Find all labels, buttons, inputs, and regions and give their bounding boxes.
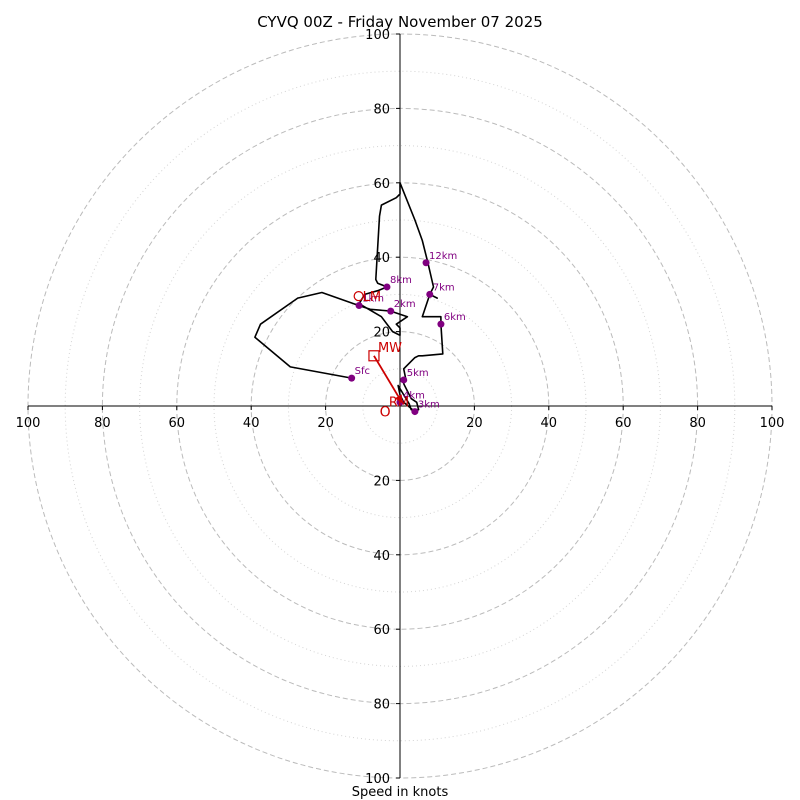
height-marker-2km: 2km: [387, 299, 416, 315]
y-tick-label: 40: [373, 549, 390, 564]
height-marker-label: 6km: [444, 312, 466, 323]
y-tick-label: 20: [373, 474, 390, 489]
height-marker-sfc: Sfc: [348, 366, 370, 382]
height-marker-dot: [437, 320, 445, 328]
x-tick-label: 80: [689, 416, 706, 431]
left-mover-circle: [353, 291, 364, 302]
y-tick-label: 60: [373, 623, 390, 638]
mean-wind-label: MW: [378, 341, 402, 356]
x-tick-label: 20: [317, 416, 334, 431]
y-tick-label: 100: [365, 28, 390, 43]
height-marker-label: 2km: [394, 299, 416, 310]
storm-origin-marker: O: [380, 405, 391, 421]
x-tick-label: 40: [243, 416, 260, 431]
x-tick-label: 60: [615, 416, 632, 431]
axes: [28, 34, 772, 778]
hodograph-line: [254, 182, 444, 413]
height-marker-dot: [383, 283, 391, 291]
height-marker-dot: [422, 259, 430, 267]
x-tick-label: 40: [541, 416, 558, 431]
y-tick-label: 80: [373, 698, 390, 713]
x-tick-label: 20: [466, 416, 483, 431]
chart-title: CYVQ 00Z - Friday November 07 2025: [257, 13, 543, 31]
mean-wind-square: [368, 350, 380, 362]
x-tick-label: 100: [760, 416, 785, 431]
height-marker-label: 1km: [362, 294, 384, 305]
height-marker-label: 4km: [403, 390, 425, 401]
height-marker-7km: 7km: [426, 282, 455, 298]
height-marker-3km: 3km: [411, 400, 440, 416]
height-marker-dot: [400, 376, 408, 384]
tick-labels: 100 80 60 40 20 20 40 60 80 100204060801002040608…: [16, 28, 785, 787]
height-marker-dot: [348, 374, 356, 382]
y-tick-label: 60: [373, 177, 390, 192]
left-mover-label: LM: [363, 290, 381, 305]
x-tick-label: 80: [94, 416, 111, 431]
storm-motion-vectors: MW LM RMO: [353, 290, 409, 421]
height-marker-12km: 12km: [422, 251, 457, 267]
height-marker-dot: [387, 307, 395, 315]
y-tick-label: 80: [373, 102, 390, 117]
height-marker-label: 3km: [418, 400, 440, 411]
height-marker-8km: 8km: [383, 275, 412, 291]
y-tick-label: 100: [365, 772, 390, 787]
height-marker-label: 8km: [390, 275, 412, 286]
height-marker-1km: 1km: [355, 294, 384, 310]
height-marker-dot: [355, 302, 363, 310]
height-marker-label: 7km: [433, 282, 455, 293]
height-marker-5km: 5km: [400, 368, 429, 384]
height-marker-6km: 6km: [437, 312, 466, 328]
x-tick-label: 60: [169, 416, 186, 431]
height-marker-label: 12km: [429, 251, 457, 262]
storm-shear-arrow: [373, 355, 403, 404]
height-marker-label: Sfc: [355, 366, 370, 377]
y-tick-label: 20: [373, 326, 390, 341]
height-marker-dot: [411, 408, 419, 416]
x-axis-label: Speed in knots: [352, 785, 449, 800]
height-marker-dot: [426, 290, 434, 298]
hodograph-trace: [254, 182, 444, 413]
height-marker-label: 5km: [407, 368, 429, 379]
right-mover-label: RM: [389, 395, 409, 410]
x-tick-label: 100: [16, 416, 41, 431]
